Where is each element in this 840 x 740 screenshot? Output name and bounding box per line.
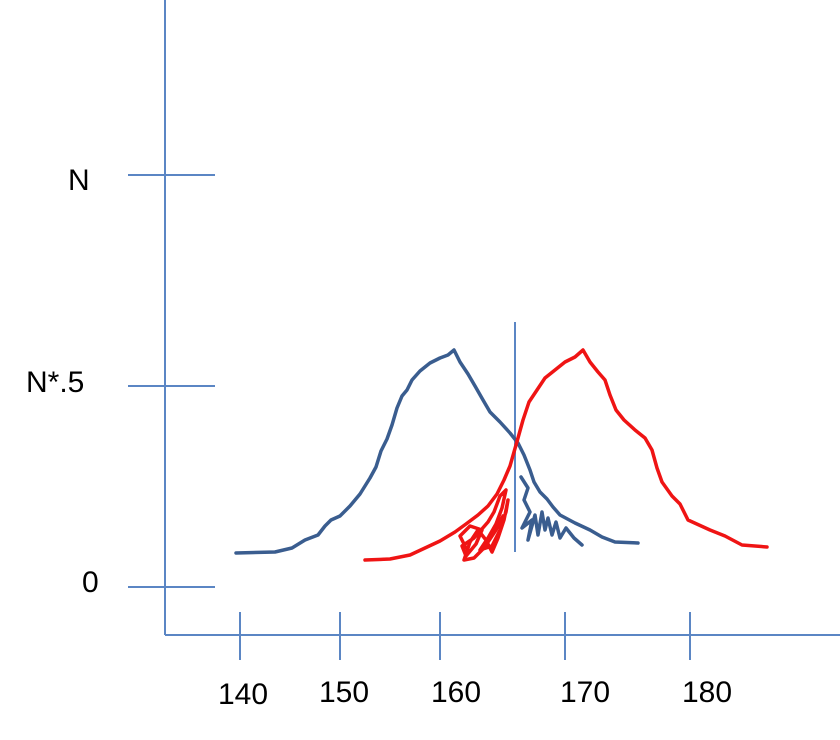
y-label-half: N*.5 xyxy=(26,366,85,399)
x-label-140: 140 xyxy=(218,678,269,711)
x-label-150: 150 xyxy=(319,676,370,709)
x-label-180: 180 xyxy=(682,676,733,709)
y-label-n: N xyxy=(68,164,90,197)
blue-shaded-region xyxy=(519,475,584,547)
red-distribution-curve xyxy=(363,348,769,562)
red-shaded-region xyxy=(458,488,510,562)
y-label-zero: 0 xyxy=(82,566,99,599)
x-label-160: 160 xyxy=(431,676,482,709)
x-label-170: 170 xyxy=(560,676,611,709)
blue-distribution-curve xyxy=(234,348,640,555)
